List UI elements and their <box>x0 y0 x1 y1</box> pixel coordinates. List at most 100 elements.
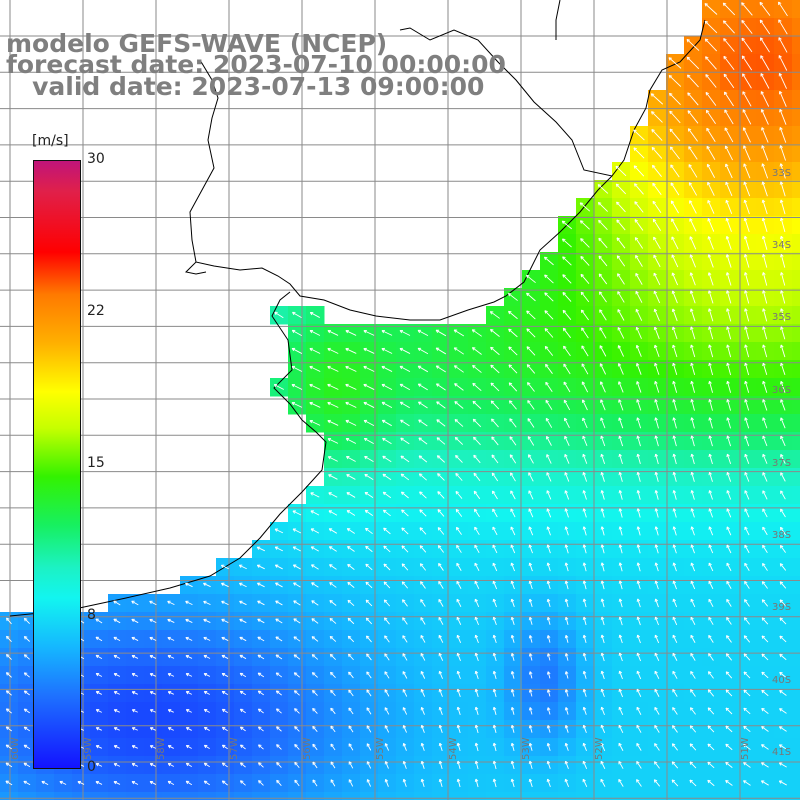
wind-arrow <box>526 310 536 320</box>
wind-arrow <box>312 779 318 787</box>
wind-arrow <box>636 526 641 536</box>
wind-arrow <box>366 707 372 715</box>
wind-arrow <box>690 508 695 518</box>
wind-arrow <box>438 563 444 571</box>
wind-arrow <box>546 436 552 446</box>
wind-arrow <box>221 618 229 624</box>
wind-arrow <box>41 780 49 785</box>
wind-arrow <box>636 670 642 680</box>
wind-arrow <box>435 365 446 373</box>
wind-arrow <box>672 670 678 679</box>
wind-arrow <box>635 255 643 267</box>
wind-arrow <box>600 562 605 572</box>
wind-arrow <box>600 652 605 662</box>
wind-arrow <box>474 706 479 716</box>
wind-arrow <box>598 273 608 285</box>
wind-arrow <box>438 598 444 607</box>
wind-arrow <box>654 761 660 769</box>
wind-arrow <box>113 780 121 785</box>
wind-arrow <box>564 689 569 697</box>
wind-arrow <box>600 724 606 734</box>
wind-arrow <box>708 344 714 358</box>
wind-arrow <box>726 490 732 500</box>
wind-arrow <box>690 634 696 643</box>
wind-arrow <box>185 780 193 786</box>
wind-speed-cell <box>126 792 145 800</box>
wind-arrow <box>329 653 337 660</box>
wind-arrow <box>438 688 443 697</box>
wind-arrow <box>708 508 714 518</box>
wind-arrow <box>330 671 336 679</box>
wind-arrow <box>257 708 264 714</box>
wind-arrow <box>780 490 786 500</box>
wind-arrow <box>384 689 390 697</box>
wind-arrow <box>779 690 787 696</box>
wind-arrow <box>654 435 659 447</box>
wind-arrow <box>546 580 551 590</box>
wind-speed-cell <box>432 792 451 800</box>
wind-arrow <box>546 562 551 572</box>
wind-arrow <box>654 688 660 697</box>
wind-arrow <box>348 671 354 679</box>
wind-arrow <box>456 616 462 625</box>
wind-arrow <box>528 526 534 536</box>
wind-arrow <box>669 146 680 160</box>
wind-arrow <box>762 472 768 482</box>
wind-arrow <box>330 761 336 769</box>
wind-arrow <box>600 508 605 518</box>
wind-arrow <box>690 562 696 572</box>
wind-arrow <box>327 383 339 390</box>
wind-arrow <box>743 181 751 197</box>
wind-arrow <box>726 562 732 572</box>
wind-arrow <box>420 688 426 697</box>
wind-arrow <box>275 600 283 606</box>
wind-arrow <box>636 562 641 572</box>
wind-arrow <box>418 455 428 463</box>
wind-arrow <box>453 329 465 337</box>
wind-arrow <box>618 544 623 554</box>
wind-arrow <box>383 599 391 607</box>
wind-speed-cell <box>144 792 163 800</box>
wind-arrow <box>454 436 464 445</box>
wind-arrow <box>131 727 138 731</box>
wind-arrow <box>474 508 480 518</box>
wind-arrow <box>366 671 372 679</box>
wind-arrow <box>581 381 589 393</box>
wind-arrow <box>743 707 751 715</box>
wind-arrow <box>327 347 339 354</box>
wind-arrow <box>636 598 641 608</box>
wind-speed-cell <box>792 594 800 613</box>
wind-arrow <box>203 709 210 713</box>
wind-arrow <box>744 562 750 571</box>
wind-arrow <box>707 779 715 787</box>
wind-arrow <box>309 401 321 408</box>
wind-arrow <box>437 473 445 481</box>
wind-arrow <box>348 779 354 787</box>
wind-arrow <box>743 762 751 768</box>
wind-speed-cell <box>792 216 800 235</box>
wind-arrow <box>760 37 770 53</box>
wind-arrow <box>618 724 624 734</box>
wind-arrow <box>473 472 481 482</box>
wind-arrow <box>312 743 318 751</box>
wind-arrow <box>582 490 587 500</box>
wind-arrow <box>131 636 139 641</box>
wind-arrow <box>417 347 429 355</box>
wind-arrow <box>327 365 339 372</box>
wind-arrow <box>689 290 696 304</box>
wind-arrow <box>600 706 605 716</box>
wind-arrow <box>402 653 408 661</box>
wind-arrow <box>365 599 373 607</box>
wind-arrow <box>526 346 536 356</box>
wind-arrow <box>276 708 282 714</box>
wind-arrow <box>510 652 515 661</box>
wind-arrow <box>599 345 607 357</box>
wind-arrow <box>544 345 554 356</box>
wind-arrow <box>345 329 357 336</box>
wind-arrow <box>762 508 768 518</box>
wind-arrow <box>599 291 607 303</box>
wind-arrow <box>582 598 587 608</box>
wind-arrow <box>492 778 497 788</box>
wind-arrow <box>312 690 318 696</box>
wind-arrow <box>453 365 464 373</box>
